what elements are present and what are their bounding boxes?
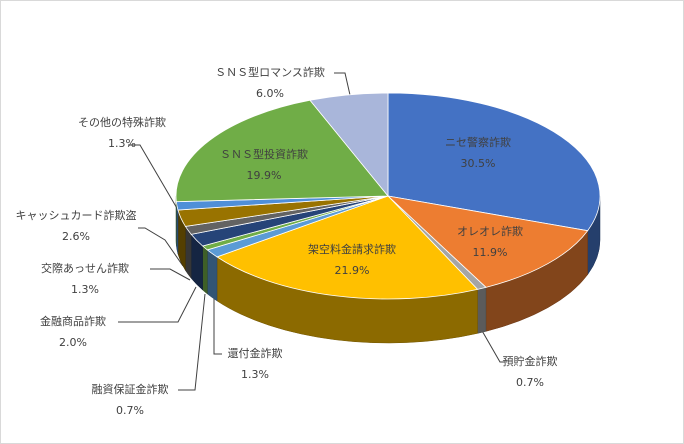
value-label: 30.5% [461,157,496,170]
slice [386,195,589,288]
slice-side [477,287,487,334]
category-label: キャッシュカード詐欺盗 [16,208,137,222]
value-label: 21.9% [335,264,370,277]
slice-side [185,225,192,280]
category-label: 金融商品詐欺 [40,314,106,328]
value-label: 2.0% [59,336,87,349]
category-label: オレオレ詐欺 [457,224,523,238]
value-label: 1.3% [241,368,269,381]
leader-lines [118,72,505,391]
category-label: ＳＮＳ型ロマンス詐欺 [215,65,325,79]
category-label: ＳＮＳ型投資詐欺 [220,147,308,161]
category-label: 預貯金詐欺 [503,354,558,368]
category-label: 架空料金請求詐欺 [308,242,396,256]
value-label: 1.3% [108,137,136,150]
value-label: 11.9% [473,246,508,259]
slice-side [202,245,208,295]
category-label: 融資保証金詐欺 [92,382,169,396]
slice [309,92,389,198]
value-label: 0.7% [516,376,544,389]
value-label: 6.0% [256,87,284,100]
value-label: 19.9% [247,169,282,182]
slice-side [207,249,218,302]
value-label: 2.6% [62,230,90,243]
category-label: 交際あっせん詐欺 [41,261,129,275]
category-label: 還付金詐欺 [228,346,283,360]
slice [387,92,601,232]
value-label: 1.3% [71,283,99,296]
category-label: その他の特殊詐欺 [78,115,166,129]
value-label: 0.7% [116,404,144,417]
category-label: ニセ警察詐欺 [445,135,511,149]
slice [216,195,479,300]
slice [175,99,389,203]
